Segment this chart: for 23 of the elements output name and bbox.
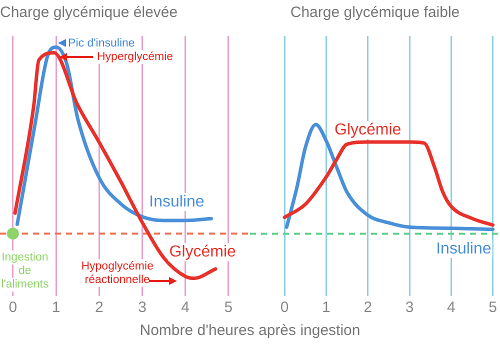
x-tick-label: 0 <box>280 299 289 316</box>
series-label: Glycémie <box>169 244 236 261</box>
x-tick-label: 0 <box>8 299 18 316</box>
annotation: Hypoglycémie réactionnelle <box>81 260 154 286</box>
x-tick-label: 2 <box>94 299 104 316</box>
x-tick-label: 5 <box>224 299 233 316</box>
x-tick-label: 3 <box>138 299 146 316</box>
x-tick-label: 3 <box>405 299 414 316</box>
chart-title: Charge glycémique faible <box>290 4 460 22</box>
x-tick-label: 1 <box>52 299 60 316</box>
x-tick-label: 4 <box>447 299 456 316</box>
series-label: Insuline <box>436 240 492 258</box>
chart-title: Charge glycémique élevée <box>0 4 178 22</box>
x-tick-label: 1 <box>322 299 330 316</box>
annotation: Ingestion de l'aliments <box>1 252 49 291</box>
series-label: Glycémie <box>334 121 402 138</box>
x-tick-label: 5 <box>488 299 497 316</box>
annotation: Pic d'insuline <box>68 37 135 50</box>
x-tick-label: 2 <box>364 299 372 316</box>
annotation: Hyperglycémie <box>97 51 174 64</box>
x-axis-title: Nombre d'heures après ingestion <box>138 322 362 339</box>
series-label: Insuline <box>149 193 204 210</box>
x-tick-label: 4 <box>181 299 190 316</box>
